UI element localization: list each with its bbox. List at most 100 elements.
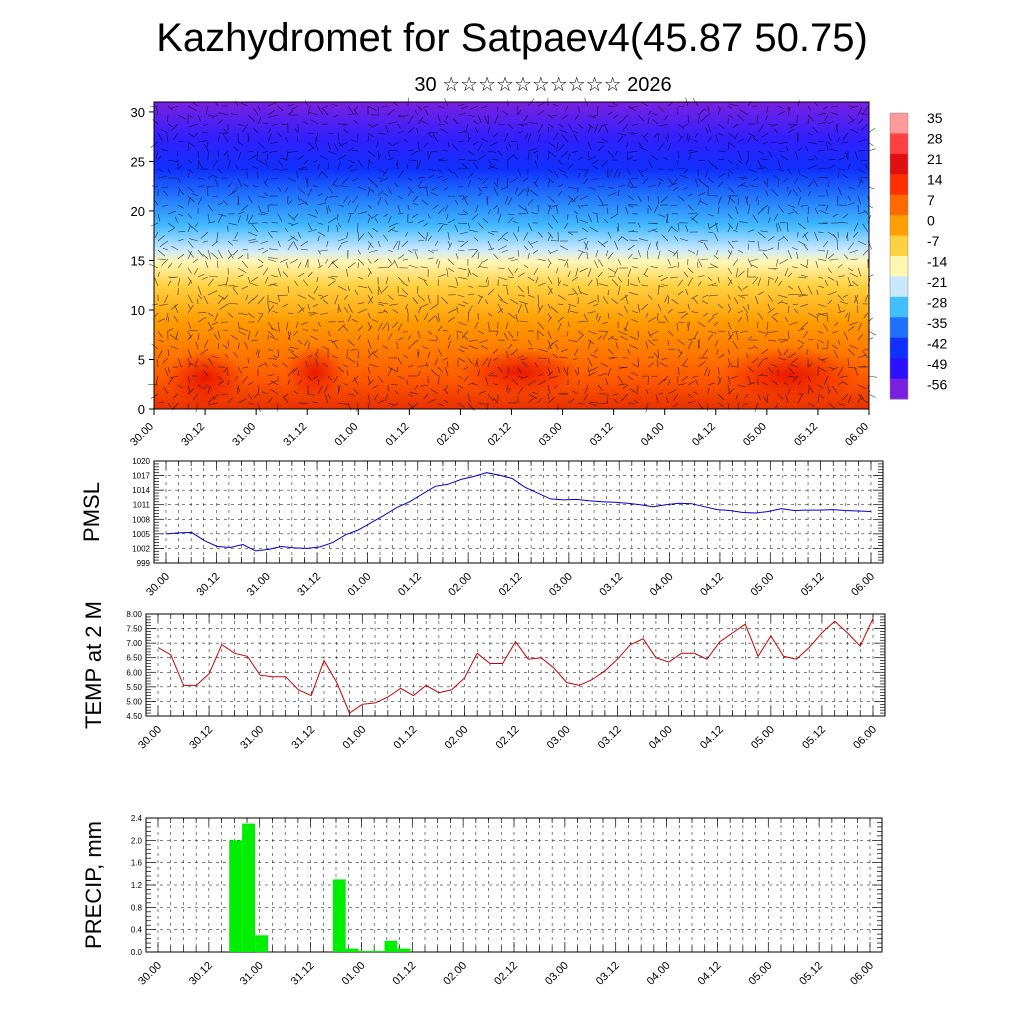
wind-vector: [519, 301, 529, 305]
wind-vector: [587, 124, 592, 134]
wind-vector: [324, 393, 329, 404]
wind-vector: [462, 334, 469, 341]
wind-vector: [300, 248, 309, 251]
wind-vector: [412, 297, 419, 305]
wind-vector: [412, 195, 419, 202]
wind-vector: [755, 296, 759, 305]
y-tick-label: 1017: [132, 472, 150, 481]
wind-vector: [513, 155, 519, 161]
wind-vector: [442, 150, 449, 152]
wind-vector: [806, 258, 809, 268]
wind-vector: [707, 334, 714, 341]
wind-vector: [154, 231, 159, 238]
wind-vector: [601, 138, 609, 143]
wind-vector: [367, 402, 370, 409]
wind-vector: [617, 189, 620, 197]
wind-vector: [369, 364, 379, 368]
wind-vector: [597, 240, 606, 248]
colorbar-swatch: [890, 337, 908, 359]
wind-vector: [701, 300, 709, 305]
y-tick-label: 6.00: [126, 668, 142, 677]
wind-vector: [612, 393, 619, 396]
wind-vector: [564, 222, 569, 229]
wind-vector: [337, 323, 346, 332]
wind-vector: [643, 273, 649, 278]
wind-vector: [445, 114, 449, 120]
wind-vector: [561, 150, 569, 158]
wind-vector: [693, 391, 699, 395]
wind-vector: [237, 141, 244, 146]
wind-vector: [837, 222, 849, 224]
wind-vector: [547, 141, 556, 148]
wind-vector: [525, 207, 529, 215]
x-tick-label: 31.00: [230, 421, 258, 449]
wind-vector: [587, 150, 590, 159]
wind-vector: [334, 342, 339, 350]
wind-vector: [776, 258, 779, 267]
wind-vector: [391, 384, 399, 386]
wind-vector: [687, 401, 695, 404]
wind-vector: [567, 213, 569, 220]
wind-vector: [864, 294, 869, 302]
wind-vector: [407, 127, 415, 134]
wind-vector: [460, 346, 469, 350]
precip-panel: 0.00.40.81.21.62.02.430.00 30.12 31.00 31.1…: [81, 814, 883, 988]
wind-vector: [602, 321, 609, 325]
wind-vector: [307, 147, 313, 152]
wind-vector: [242, 366, 249, 369]
y-tick-label: 1002: [132, 544, 150, 553]
wind-vector: [702, 294, 709, 298]
wind-vector: [735, 393, 739, 400]
wind-vector: [467, 357, 473, 365]
wind-vector: [727, 362, 733, 368]
wind-vector: [571, 390, 579, 395]
wind-vector: [227, 253, 233, 260]
x-tick-label: 02.00: [435, 421, 463, 449]
wind-vector: [547, 317, 552, 323]
wind-vector: [831, 344, 839, 350]
wind-vector: [201, 131, 209, 134]
wind-vector: [507, 217, 514, 224]
wind-vector: [467, 179, 472, 188]
wind-vector: [437, 325, 443, 332]
wind-vector: [397, 204, 401, 214]
wind-vector: [846, 231, 849, 239]
wind-vector: [523, 114, 529, 122]
wind-vector: [296, 170, 299, 179]
wind-vector: [392, 141, 399, 147]
wind-vector: [394, 182, 399, 188]
wind-vector: [431, 249, 439, 251]
wind-vector: [414, 110, 419, 116]
wind-vector: [392, 321, 399, 329]
wind-vector: [817, 140, 824, 143]
wind-vector: [587, 357, 593, 367]
wind-vector: [547, 396, 556, 404]
wind-vector: [447, 308, 457, 314]
wind-vector: [553, 384, 559, 389]
wind-vector: [237, 330, 246, 336]
wind-vector: [653, 204, 659, 214]
wind-vector: [533, 150, 539, 154]
x-tick-label: 30.00: [144, 571, 172, 599]
wind-vector: [827, 159, 836, 161]
wind-vector: [321, 171, 329, 179]
precip-bar: [397, 948, 411, 952]
wind-vector: [739, 330, 749, 333]
wind-vector: [692, 375, 699, 378]
wind-vector: [270, 141, 279, 144]
wind-vector: [766, 321, 769, 330]
wind-vector: [337, 141, 344, 147]
wind-vector: [307, 222, 312, 230]
wind-vector: [517, 249, 520, 257]
wind-vector: [707, 369, 711, 377]
wind-vector: [438, 159, 449, 162]
wind-vector: [241, 168, 249, 171]
wind-vector: [527, 347, 534, 350]
wind-vector: [157, 318, 165, 323]
x-tick-label: 31.12: [289, 960, 317, 988]
wind-vector: [700, 114, 709, 122]
wind-vector: [597, 204, 604, 206]
wind-vector: [567, 271, 571, 278]
wind-vector: [525, 132, 529, 140]
warm-spot: [460, 348, 580, 396]
